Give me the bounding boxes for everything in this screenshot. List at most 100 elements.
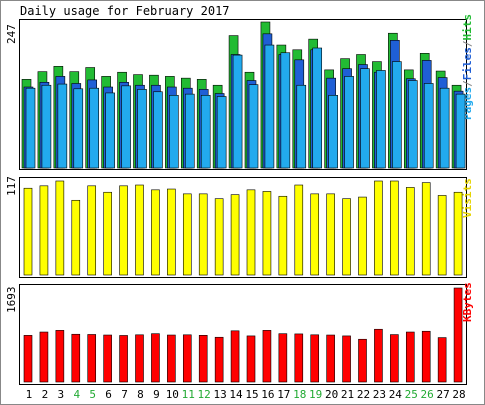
x-tick-label: 20	[325, 388, 338, 401]
kbytes-bar	[214, 336, 224, 383]
kbytes-bar	[390, 334, 399, 383]
visits-bar	[119, 185, 128, 276]
kbytes-bar	[453, 287, 463, 383]
pages-bar	[360, 68, 370, 169]
pages-bar	[392, 61, 402, 169]
x-axis-labels: 1 2 3 4 5 6 7 8 9 10 11 12 13 14 15 16 17 18 19 20 21 22 23 24 2…	[26, 388, 466, 401]
kbytes-bar	[135, 334, 144, 383]
pages-bar	[184, 93, 195, 169]
x-tick-label: 4	[73, 388, 80, 401]
legend-files: Files	[461, 47, 474, 80]
pages-bar	[407, 80, 418, 169]
x-tick-label: 10	[166, 388, 179, 401]
pages-bar	[439, 87, 450, 169]
visits-panel-frame	[19, 177, 467, 278]
visits-bar	[390, 180, 399, 276]
kbytes-bar	[342, 335, 351, 383]
pages-bar	[200, 94, 211, 169]
pages-bar	[232, 54, 243, 169]
visits-bar	[167, 188, 176, 276]
x-tick-label: 22	[357, 388, 370, 401]
x-tick-label: 8	[137, 388, 144, 401]
visits-bar	[310, 193, 320, 276]
visits-bar	[23, 187, 33, 276]
x-tick-label: 3	[58, 388, 65, 401]
x-tick-label: 26	[421, 388, 434, 401]
x-tick-label: 17	[277, 388, 290, 401]
x-tick-label: 15	[245, 388, 258, 401]
pages-bar	[280, 52, 291, 169]
hits-bars-group	[21, 21, 466, 169]
x-tick-label: 23	[373, 388, 386, 401]
x-tick-label: 1	[26, 388, 33, 401]
visits-bar	[278, 195, 288, 276]
x-tick-label: 2	[42, 388, 49, 401]
hits-legend: Pages/Files/Hits	[461, 14, 474, 120]
pages-bar	[248, 84, 259, 169]
kbytes-bar	[326, 334, 335, 383]
pages-bar	[264, 44, 275, 169]
pages-bar	[73, 88, 84, 169]
visits-bar	[87, 185, 97, 276]
pages-bar	[312, 47, 323, 169]
visits-bar	[39, 185, 49, 276]
x-tick-label: 21	[341, 388, 354, 401]
kbytes-bar	[278, 333, 288, 383]
pages-bar	[216, 96, 227, 169]
x-tick-label: 5	[89, 388, 96, 401]
x-tick-label: 9	[153, 388, 160, 401]
x-tick-label: 18	[293, 388, 306, 401]
pages-bar	[423, 83, 434, 169]
x-tick-label: 6	[105, 388, 112, 401]
kbytes-bars-group	[23, 287, 463, 383]
kbytes-bar	[151, 333, 160, 383]
visits-bar	[214, 198, 224, 276]
kbytes-bar	[374, 328, 383, 383]
visits-legend: Visits	[461, 178, 474, 218]
hits-panel-frame	[19, 19, 467, 170]
pages-bar	[121, 85, 131, 169]
x-tick-label: 7	[121, 388, 128, 401]
kbytes-bar	[405, 331, 415, 383]
visits-bar	[326, 193, 335, 276]
visits-bar	[55, 180, 65, 276]
pages-bar	[169, 94, 179, 169]
visits-bar	[294, 184, 304, 276]
visits-bars-group	[23, 180, 463, 276]
kbytes-bar	[262, 330, 272, 383]
kbytes-bar	[71, 333, 81, 383]
visits-bar	[246, 189, 256, 276]
x-tick-label: 28	[452, 388, 465, 401]
x-tick-label: 14	[229, 388, 243, 401]
pages-bar	[455, 93, 466, 169]
visits-bar	[182, 193, 192, 276]
chart-title: Daily usage for February 2017	[20, 4, 230, 18]
legend-hits: Hits	[461, 14, 474, 41]
hits-y-max-label: 247	[5, 24, 18, 44]
visits-bar	[135, 184, 144, 276]
pages-bar	[376, 70, 386, 169]
visits-bar	[342, 198, 351, 276]
kbytes-bar	[246, 335, 256, 383]
kbytes-bar	[358, 338, 367, 383]
kbytes-bar	[230, 330, 240, 383]
kbytes-bar	[182, 334, 192, 383]
kbytes-legend: KBytes	[461, 282, 474, 322]
kbytes-bar	[198, 335, 208, 383]
visits-bar	[230, 194, 240, 276]
pages-bar	[296, 84, 307, 169]
pages-bar	[137, 89, 147, 169]
kbytes-bar	[119, 335, 128, 383]
kbytes-bar	[103, 334, 112, 383]
x-tick-label: 27	[436, 388, 449, 401]
visits-bar	[198, 193, 208, 276]
pages-bar	[328, 94, 338, 169]
kbytes-bar	[39, 331, 49, 383]
x-tick-label: 11	[182, 388, 195, 401]
visits-bar	[437, 195, 447, 276]
kbytes-bar	[310, 334, 320, 383]
pages-bar	[153, 91, 163, 169]
visits-bar	[374, 180, 383, 276]
pages-bar	[25, 87, 36, 169]
